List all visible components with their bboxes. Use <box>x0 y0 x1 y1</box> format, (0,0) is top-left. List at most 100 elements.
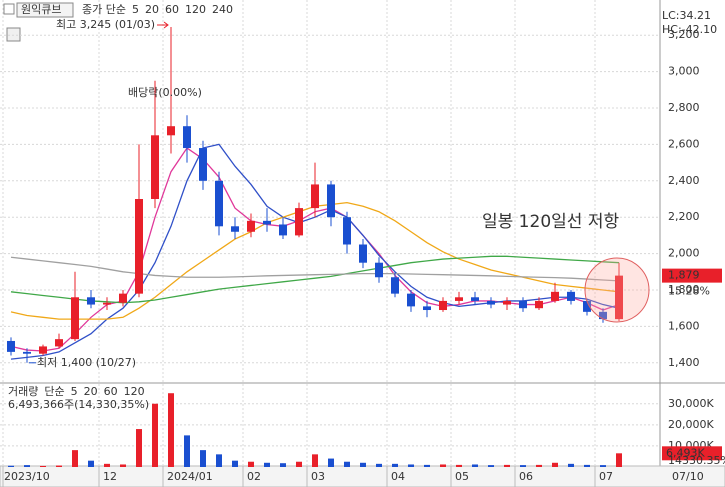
note: 일봉 120일선 저항 <box>482 212 619 232</box>
x-tick-label: 07/10 <box>672 470 704 483</box>
y-tick-label: 2,600 <box>668 137 700 150</box>
candle-body <box>55 339 63 347</box>
candle-body <box>119 293 127 303</box>
y-tick-label: 2,200 <box>668 210 700 223</box>
chart-title: 원익큐브 <box>21 3 61 16</box>
max-arrow <box>157 21 169 29</box>
y-tick-label: 1,400 <box>668 356 700 369</box>
candle-body <box>7 340 15 352</box>
ma-line <box>10 255 620 304</box>
volume-bar <box>136 429 142 467</box>
min-label: 최저 1,400 (10/27) <box>37 356 136 369</box>
volume-bar <box>232 460 238 467</box>
candle-body <box>551 291 559 301</box>
y-tick-label: 3,000 <box>668 65 700 78</box>
value-label: 6,493K <box>666 446 705 459</box>
legend-entry: 60 <box>165 3 179 16</box>
volume-bar <box>24 465 30 467</box>
max-label: 최고 3,245 (01/03) <box>56 18 155 31</box>
volume-bar <box>88 460 94 467</box>
value-box <box>662 446 722 461</box>
legend-entry: 240 <box>212 3 233 16</box>
highlight-circle <box>584 257 650 323</box>
volume-bar <box>584 464 590 467</box>
candle-body <box>375 262 383 278</box>
candle-body <box>487 300 495 305</box>
candle-body <box>183 126 191 149</box>
legend-entry: 120 <box>124 385 145 398</box>
legend-entry: 5 <box>71 385 78 398</box>
volume-bar <box>408 464 414 467</box>
volume-bar <box>520 465 526 467</box>
x-tick-label: 06 <box>519 470 533 483</box>
candle-body <box>407 293 415 307</box>
title-box <box>16 2 74 18</box>
volume-bar <box>152 403 158 467</box>
candle-body <box>247 220 255 232</box>
candle-body <box>23 351 31 354</box>
volume-bar <box>104 463 110 467</box>
candle-body <box>231 226 239 232</box>
lc-label: LC:34.21 <box>662 9 711 22</box>
legend-entry: 5 <box>132 3 139 16</box>
change-label: 15.28% <box>668 285 710 298</box>
candle-body <box>615 275 623 320</box>
candle-body <box>103 302 111 305</box>
candle-body <box>439 300 447 311</box>
volume-bar <box>248 461 254 467</box>
x-tick-label: 02 <box>247 470 261 483</box>
volume-label: 6,493,366주(14,330,35%) <box>8 398 149 411</box>
volume-bar <box>72 450 78 467</box>
legend-entry: 20 <box>84 385 98 398</box>
x-tick-label: 03 <box>311 470 325 483</box>
x-tick-label: 04 <box>391 470 405 483</box>
volume-bar <box>600 465 606 467</box>
y-tick-label: 20,000K <box>668 418 714 431</box>
ratio-label: 14330.35% <box>668 454 725 467</box>
legend-label: 거래량 <box>8 385 38 398</box>
candle-body <box>519 300 527 309</box>
candle-body <box>503 300 511 305</box>
volume-bar <box>568 463 574 467</box>
y-tick-label: 1,600 <box>668 319 700 332</box>
candle-body <box>535 300 543 309</box>
volume-bar <box>392 463 398 467</box>
candle-body <box>39 346 47 354</box>
candle-body <box>151 135 159 199</box>
volume-bar <box>360 462 366 467</box>
x-tick-label: 12 <box>103 470 117 483</box>
candle-body <box>567 291 575 301</box>
candle-body <box>455 297 463 301</box>
volume-bar <box>312 454 318 467</box>
candle-body <box>295 208 303 236</box>
volume-bar <box>216 454 222 467</box>
event-label: 배당락(0.00%) <box>128 86 202 99</box>
candle-body <box>391 277 399 294</box>
volume-bar <box>616 453 622 467</box>
candle-body <box>327 184 335 218</box>
volume-bar <box>168 393 174 467</box>
candle-body <box>311 184 319 209</box>
volume-bar <box>200 450 206 467</box>
last-price: 1,879 <box>668 269 700 282</box>
candle-body <box>167 126 175 136</box>
candle-body <box>199 148 207 181</box>
volume-bar <box>536 464 542 467</box>
volume-bar <box>456 464 462 467</box>
x-tick-label: 07 <box>599 470 613 483</box>
y-tick-label: 1,800 <box>668 283 700 296</box>
legend-label: 단순 <box>44 385 64 398</box>
volume-bar <box>344 461 350 467</box>
legend-entry: 60 <box>104 385 118 398</box>
y-tick-label: 2,400 <box>668 174 700 187</box>
legend-entry: 20 <box>145 3 159 16</box>
volume-bar <box>280 463 286 467</box>
hc-label: HC:-42.10 <box>662 23 717 36</box>
candle-body <box>599 311 607 320</box>
volume-bar <box>56 465 62 467</box>
y-tick-label: 30,000K <box>668 397 714 410</box>
grid-icon[interactable] <box>6 27 21 42</box>
menu-icon[interactable] <box>3 3 15 15</box>
volume-bar <box>488 465 494 467</box>
